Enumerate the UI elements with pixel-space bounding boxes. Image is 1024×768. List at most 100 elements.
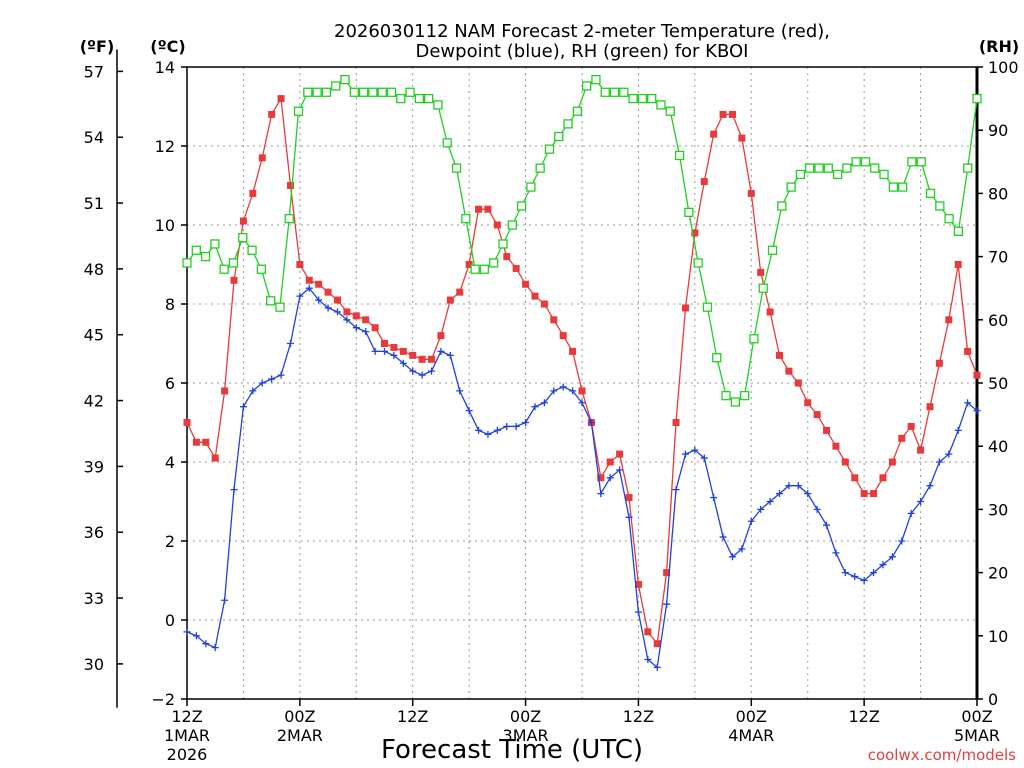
dewpoint-point bbox=[522, 419, 530, 426]
temperature-point bbox=[644, 628, 652, 636]
rh-tick-label: 90 bbox=[988, 121, 1008, 140]
rh-tick-label: 60 bbox=[988, 311, 1008, 330]
dewpoint-point bbox=[239, 403, 247, 411]
temperature-point bbox=[851, 474, 859, 482]
rh-axis-unit: (RH) bbox=[979, 37, 1019, 56]
temperature-point bbox=[728, 110, 736, 118]
temperature-point bbox=[352, 312, 360, 320]
temperature-point bbox=[559, 332, 567, 340]
dewpoint-point bbox=[728, 553, 736, 561]
temperature-point bbox=[832, 442, 840, 450]
temperature-point bbox=[324, 288, 332, 296]
x-tick-label-time: 12Z bbox=[171, 707, 202, 726]
rh-point bbox=[739, 390, 750, 401]
temperature-point bbox=[192, 438, 200, 446]
dewpoint-point bbox=[747, 517, 755, 525]
temperature-point bbox=[926, 403, 934, 411]
rh-point bbox=[916, 157, 926, 167]
dewpoint-point bbox=[578, 399, 586, 407]
temperature-point bbox=[390, 343, 398, 351]
temperature-point bbox=[258, 154, 266, 162]
rh-tick-label: 80 bbox=[988, 184, 1008, 203]
rh-point bbox=[702, 302, 713, 312]
fahrenheit-tick-label: 57 bbox=[84, 62, 104, 81]
rh-point bbox=[433, 100, 443, 110]
chart-title-line2: Dewpoint (blue), RH (green) for KBOI bbox=[416, 41, 749, 62]
temperature-point bbox=[691, 229, 699, 237]
dewpoint-point bbox=[183, 628, 191, 636]
rh-point bbox=[730, 397, 741, 407]
x-tick-label-date: 4MAR bbox=[728, 726, 774, 745]
temperature-point bbox=[409, 351, 417, 359]
dewpoint-point bbox=[888, 553, 896, 561]
rh-point bbox=[963, 163, 973, 173]
dewpoint-point bbox=[569, 387, 577, 395]
temperature-point bbox=[343, 308, 351, 316]
rh-point bbox=[628, 93, 638, 104]
temperature-point bbox=[823, 426, 831, 434]
dewpoint-point bbox=[390, 351, 398, 359]
dewpoint-point bbox=[446, 351, 454, 359]
x-tick-label-date: 5MAR bbox=[954, 726, 1000, 745]
dewpoint-point bbox=[343, 316, 351, 324]
dewpoint-point bbox=[757, 505, 765, 513]
temperature-point bbox=[672, 419, 680, 426]
rh-tick-label: 10 bbox=[988, 627, 1008, 646]
rh-point bbox=[535, 163, 545, 173]
dewpoint-point bbox=[333, 308, 341, 316]
dewpoint-point bbox=[371, 347, 379, 355]
temperature-point bbox=[973, 371, 981, 379]
rh-point bbox=[303, 87, 313, 97]
rh-point bbox=[832, 169, 843, 180]
temperature-point bbox=[860, 490, 868, 498]
temperature-point bbox=[719, 110, 727, 118]
dewpoint-point bbox=[324, 304, 332, 312]
temperature-point bbox=[738, 134, 746, 142]
temperature-point bbox=[879, 474, 887, 482]
temperature-point bbox=[493, 221, 501, 229]
dewpoint-point bbox=[540, 399, 548, 407]
temperature-point bbox=[653, 640, 661, 648]
rh-point bbox=[219, 264, 229, 274]
dewpoint-point bbox=[644, 656, 652, 663]
temperature-point bbox=[522, 280, 530, 288]
rh-point bbox=[516, 201, 527, 211]
x-tick-label-year: 2026 bbox=[167, 745, 208, 764]
celsius-tick-label: 6 bbox=[165, 374, 175, 393]
temperature-point bbox=[239, 217, 247, 225]
rh-point bbox=[470, 264, 480, 274]
temperature-point bbox=[475, 205, 483, 213]
temperature-point bbox=[841, 458, 849, 466]
dewpoint-point bbox=[804, 490, 812, 498]
dewpoint-point bbox=[616, 466, 624, 474]
fahrenheit-axis-unit: (ºF) bbox=[80, 37, 115, 56]
temperature-point bbox=[371, 324, 379, 332]
temperature-point bbox=[381, 340, 388, 347]
rh-point bbox=[358, 87, 369, 97]
dewpoint-point bbox=[663, 600, 671, 608]
temperature-series-line bbox=[186, 96, 978, 646]
x-tick-label-time: 00Z bbox=[284, 707, 315, 726]
rh-point bbox=[526, 182, 536, 192]
temperature-point bbox=[945, 316, 953, 324]
dewpoint-point bbox=[935, 458, 943, 466]
rh-point bbox=[256, 264, 267, 274]
celsius-tick-label: 0 bbox=[165, 611, 175, 630]
dewpoint-point bbox=[352, 324, 360, 332]
dewpoint-point bbox=[465, 407, 473, 415]
rh-point bbox=[228, 258, 239, 268]
dewpoint-point bbox=[230, 486, 238, 494]
dewpoint-point bbox=[456, 387, 464, 395]
chart-title-line1: 2026030112 NAM Forecast 2-meter Temperat… bbox=[334, 21, 830, 42]
celsius-tick-label: 8 bbox=[165, 295, 175, 314]
x-tick-label-time: 12Z bbox=[623, 707, 654, 726]
temperature-point bbox=[935, 359, 943, 367]
dewpoint-point bbox=[926, 482, 934, 490]
rh-point bbox=[396, 93, 406, 104]
dewpoint-point bbox=[381, 347, 388, 355]
rh-point bbox=[489, 258, 499, 268]
rh-point bbox=[953, 226, 964, 236]
rh-tick-label: 50 bbox=[988, 374, 1008, 393]
temperature-point bbox=[333, 296, 341, 304]
dewpoint-point bbox=[277, 371, 285, 379]
